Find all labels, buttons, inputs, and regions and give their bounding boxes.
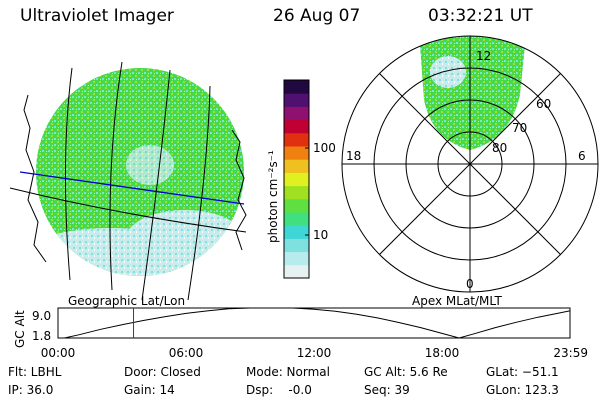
- colorbar-tick-100: 100: [313, 141, 336, 155]
- mlat-label-70: 70: [512, 121, 527, 135]
- mlt-label-12: 12: [476, 49, 491, 63]
- y-axis-label: GC Alt: [13, 310, 27, 348]
- orbit-altitude-chart: 00:00 06:00 12:00 18:00 23:59 GC Alt 9.0 1.8: [13, 307, 588, 360]
- mode-status: Mode: Normal: [246, 365, 330, 379]
- geo-grid: [9, 61, 247, 301]
- chart-frame: [57, 307, 571, 339]
- colorbar-swatch: [284, 172, 309, 187]
- x-tick-label: 12:00: [297, 346, 332, 360]
- gc-alt-series-line: [64, 307, 570, 339]
- colorbar-swatch: [284, 212, 309, 226]
- mlat-label-80: 80: [492, 141, 507, 155]
- glat-status: GLat: −51.1: [486, 365, 559, 379]
- y-tick-label-max: 9.0: [32, 309, 51, 323]
- colorbar-swatch: [284, 238, 309, 253]
- colorbar-swatch: [284, 106, 309, 121]
- colorbar-unit-label: photon cm⁻²s⁻¹: [266, 150, 280, 243]
- gc-alt-status: GC Alt: 5.6 Re: [364, 365, 448, 379]
- colorbar-swatch: [284, 159, 309, 173]
- colorbar: photon cm⁻²s⁻¹: [266, 79, 310, 279]
- polar-panel-label: Apex MLat/MLT: [412, 294, 502, 308]
- x-tick-label: 18:00: [425, 346, 460, 360]
- colorbar-swatch: [284, 93, 309, 107]
- glon-status: GLon: 123.3: [486, 383, 559, 397]
- polar-image-region: [420, 36, 525, 150]
- time-label: 03:32:21 UT: [428, 6, 533, 26]
- geo-equator-line: [19, 171, 245, 205]
- polar-grid: [341, 35, 599, 293]
- colorbar-swatch: [284, 146, 309, 160]
- colorbar-swatch: [284, 80, 309, 94]
- colorbar-tick-10: 10: [313, 228, 329, 242]
- ip-status: IP: 36.0: [8, 383, 54, 397]
- date-label: 26 Aug 07: [273, 6, 361, 26]
- mlt-label-18: 18: [346, 149, 361, 163]
- gain-status: Gain: 14: [124, 383, 175, 397]
- coastline: [23, 94, 247, 263]
- colorbar-swatch: [284, 251, 309, 266]
- mlt-label-6: 6: [578, 149, 586, 163]
- instrument-title: Ultraviolet Imager: [20, 6, 174, 26]
- x-tick-label: 00:00: [41, 346, 76, 360]
- seq-status: Seq: 39: [364, 383, 410, 397]
- colorbar-swatch: [284, 119, 309, 134]
- colorbar-swatch: [284, 132, 309, 147]
- geo-panel-label: Geographic Lat/Lon: [68, 294, 186, 308]
- door-status: Door: Closed: [124, 365, 201, 379]
- mlt-label-0: 0: [466, 277, 474, 291]
- colorbar-swatch: [284, 264, 309, 279]
- colorbar-swatch: [284, 185, 309, 200]
- mlat-label-60: 60: [536, 97, 551, 111]
- x-tick-label: 06:00: [169, 346, 204, 360]
- filter-status: Flt: LBHL: [8, 365, 62, 379]
- colorbar-swatch: [284, 198, 309, 213]
- dsp-status: Dsp: -0.0: [246, 383, 312, 397]
- y-tick-label-min: 1.8: [32, 329, 51, 343]
- x-tick-label: 23:59: [553, 346, 588, 360]
- colorbar-swatch: [284, 225, 309, 239]
